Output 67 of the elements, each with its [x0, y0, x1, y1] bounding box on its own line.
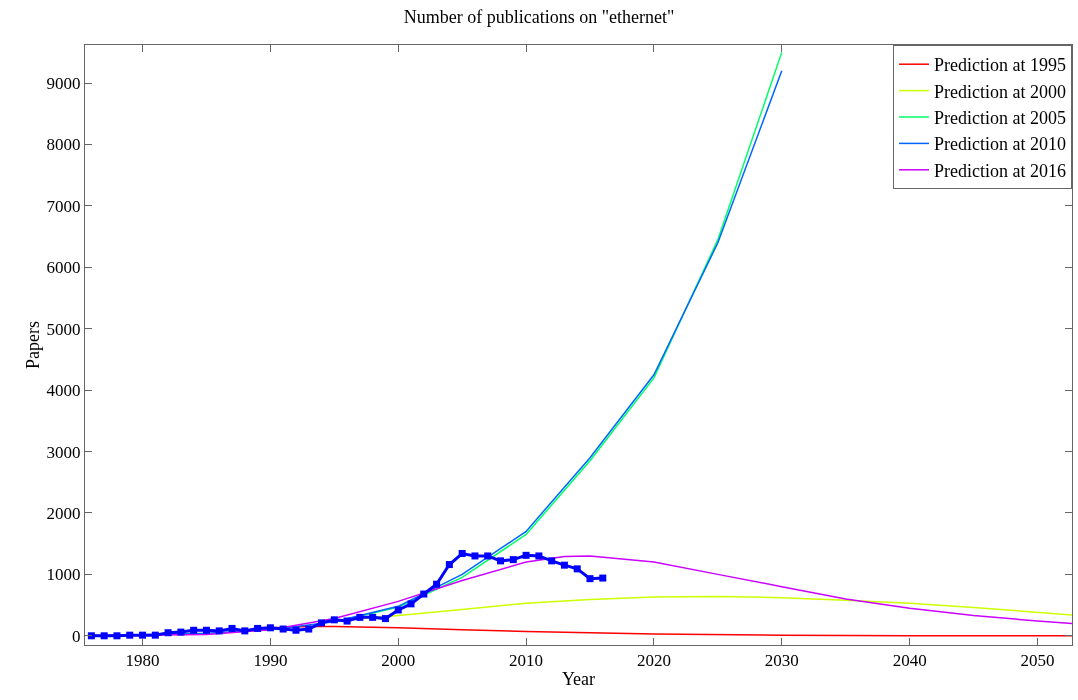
point	[202, 626, 210, 634]
point	[497, 557, 505, 565]
x-tick-label: 1990	[253, 651, 288, 671]
point	[164, 629, 172, 637]
point	[343, 617, 351, 625]
y-tick-label: 2000	[46, 503, 81, 523]
point	[318, 619, 326, 627]
point	[573, 565, 581, 573]
point	[113, 632, 121, 640]
point	[407, 600, 415, 608]
point	[241, 627, 249, 635]
point	[87, 632, 95, 640]
x-axis-title: Year	[561, 668, 596, 689]
point	[215, 627, 223, 635]
chart-title: Number of publications on "ethernet"	[403, 7, 675, 28]
y-tick-label: 3000	[46, 442, 81, 462]
y-tick-label: 4000	[46, 381, 81, 401]
point	[535, 552, 543, 560]
point	[522, 551, 530, 559]
point	[190, 626, 198, 634]
point	[151, 631, 159, 639]
x-tick-label: 2010	[509, 651, 544, 671]
x-tick-label: 2000	[381, 651, 416, 671]
point	[330, 616, 338, 624]
point	[381, 615, 389, 623]
point	[266, 624, 274, 632]
y-tick-label: 8000	[46, 135, 81, 155]
y-tick-label: 0	[72, 626, 81, 646]
x-tick-label: 2040	[892, 651, 927, 671]
point	[356, 613, 364, 621]
point	[509, 556, 517, 564]
point	[139, 631, 147, 639]
point	[445, 561, 453, 569]
point	[420, 590, 428, 598]
point	[305, 625, 313, 633]
point	[433, 580, 441, 588]
point	[100, 632, 108, 640]
y-tick-label: 9000	[46, 74, 81, 94]
point	[369, 613, 377, 621]
point	[177, 628, 185, 636]
y-tick-label: 6000	[46, 258, 81, 278]
point	[599, 574, 607, 582]
point	[126, 631, 134, 639]
point	[394, 606, 402, 614]
point	[548, 557, 556, 565]
y-tick-label: 5000	[46, 319, 81, 339]
legend-label: Prediction at 2005	[934, 108, 1066, 129]
point	[228, 624, 236, 632]
legend-label: Prediction at 2010	[934, 134, 1066, 155]
point	[560, 561, 568, 569]
legend-label: Prediction at 1995	[934, 55, 1066, 76]
point	[484, 552, 492, 560]
point	[279, 625, 287, 633]
legend-label: Prediction at 2000	[934, 81, 1066, 102]
point	[471, 552, 479, 560]
point	[458, 550, 466, 557]
y-axis-title: Papers	[22, 321, 43, 369]
point	[292, 626, 300, 634]
y-tick-label: 1000	[46, 565, 81, 585]
x-tick-label: 2050	[1020, 651, 1055, 671]
point	[254, 624, 262, 632]
legend-label: Prediction at 2016	[934, 160, 1066, 181]
x-tick-label: 1980	[125, 651, 160, 671]
x-tick-label: 2020	[636, 651, 671, 671]
y-tick-label: 7000	[46, 196, 81, 216]
point	[586, 575, 594, 583]
x-tick-label: 2030	[764, 651, 799, 671]
